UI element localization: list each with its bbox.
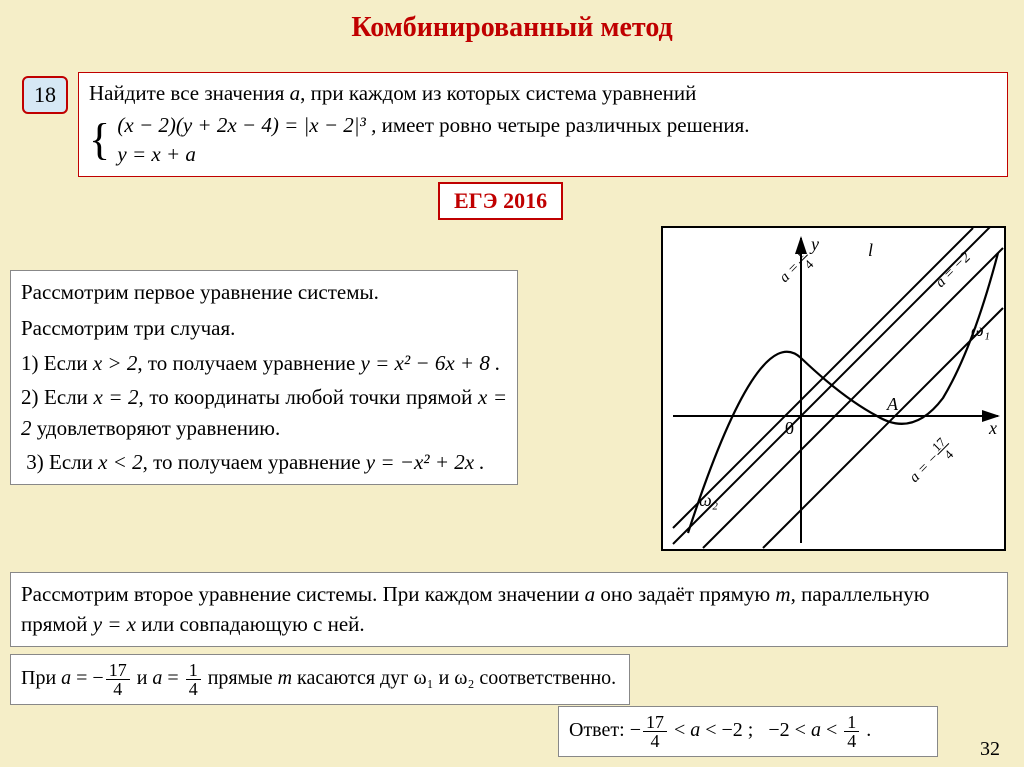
problem-text: , при каждом из которых система уравнени… — [300, 81, 696, 105]
svg-text:4: 4 — [801, 256, 817, 272]
line-a-neg2 — [703, 248, 1003, 548]
svg-text:a = −: a = − — [907, 450, 943, 486]
answer-label: Ответ: — [569, 719, 630, 741]
frac-d: 4 — [844, 732, 859, 750]
label-a-neg2: a = −2 — [933, 249, 975, 291]
frac-n: 17 — [643, 713, 667, 732]
sol3-text: касаются дуг ω₁ и ω₂ соответственно. — [292, 667, 616, 689]
solution-intro: Рассмотрим три случая. — [21, 313, 507, 343]
case-text: 2) Если — [21, 385, 93, 409]
case-text: , то координаты любой точки прямой — [139, 385, 478, 409]
sol3-text: При — [21, 667, 61, 689]
case-cond: x > 2 — [93, 351, 138, 375]
case-text: 3) Если — [26, 450, 98, 474]
sol3-m: m — [278, 667, 292, 689]
frac-d: 4 — [186, 680, 201, 698]
case-text: , то получаем уравнение — [137, 351, 360, 375]
label-w1: ω₁ — [971, 320, 990, 340]
problem-text: Найдите все значения — [89, 81, 290, 105]
svg-text:a =: a = — [777, 259, 803, 285]
sol2-text: Рассмотрим второе уравнение системы. При… — [21, 582, 585, 606]
solution-heading: Рассмотрим первое уравнение системы. — [21, 277, 507, 307]
solution-second-equation: Рассмотрим второе уравнение системы. При… — [10, 572, 1008, 647]
label-origin: 0 — [785, 418, 794, 438]
frac-n: 1 — [844, 713, 859, 732]
label-w2: ω₂ — [699, 490, 718, 510]
equation-2: y = x + a — [117, 142, 195, 166]
label-y: y — [809, 234, 819, 254]
problem-number-badge: 18 — [22, 76, 68, 114]
sol2-text: оно задаёт прямую — [595, 582, 775, 606]
frac-d: 4 — [643, 732, 667, 750]
case-cond: x = 2 — [93, 385, 138, 409]
case-eq: y = −x² + 2x . — [366, 450, 485, 474]
label-x: x — [988, 418, 997, 438]
case-text: 1) Если — [21, 351, 93, 375]
sol3-text: прямые — [203, 667, 278, 689]
frac-n: 17 — [106, 661, 130, 680]
graph-svg: y x 0 l A ω₁ ω₂ a = −2 a = 1 4 a = − 17 … — [663, 228, 1008, 553]
sol2-yx: y = x — [93, 612, 136, 636]
exam-badge: ЕГЭ 2016 — [438, 182, 563, 220]
frac-n: 1 — [186, 661, 201, 680]
curve — [688, 253, 998, 533]
frac-d: 4 — [106, 680, 130, 698]
sol2-text: или совпадающую с ней. — [136, 612, 365, 636]
case-eq: y = x² − 6x + 8 . — [361, 351, 501, 375]
line-a-neg17-4 — [763, 308, 1003, 548]
equation-1: (x − 2)(y + 2x − 4) = |x − 2|³ , — [117, 113, 376, 137]
svg-text:4: 4 — [941, 446, 957, 462]
solution-tangent: При a = −174 и a = 14 прямые m касаются … — [10, 654, 630, 705]
problem-statement: Найдите все значения a, при каждом из ко… — [78, 72, 1008, 177]
answer-box: Ответ: −174 < a < −2 ; −2 < a < 14 . — [558, 706, 938, 757]
case-text: удовлетворяют уравнению. — [32, 416, 281, 440]
solution-first-equation: Рассмотрим первое уравнение системы. Рас… — [10, 270, 518, 485]
page-number: 32 — [980, 738, 1000, 761]
case-cond: x < 2 — [98, 450, 143, 474]
sol3-text: и — [132, 667, 153, 689]
sol2-m: m — [775, 582, 790, 606]
problem-text: имеет ровно четыре различных решения. — [376, 113, 749, 137]
label-A: A — [886, 394, 899, 414]
label-a-neg17-4: a = − 17 4 — [902, 434, 959, 491]
label-l: l — [868, 240, 873, 260]
slide-title: Комбинированный метод — [0, 0, 1024, 44]
case-text: , то получаем уравнение — [143, 450, 366, 474]
graph: y x 0 l A ω₁ ω₂ a = −2 a = 1 4 a = − 17 … — [661, 226, 1006, 551]
